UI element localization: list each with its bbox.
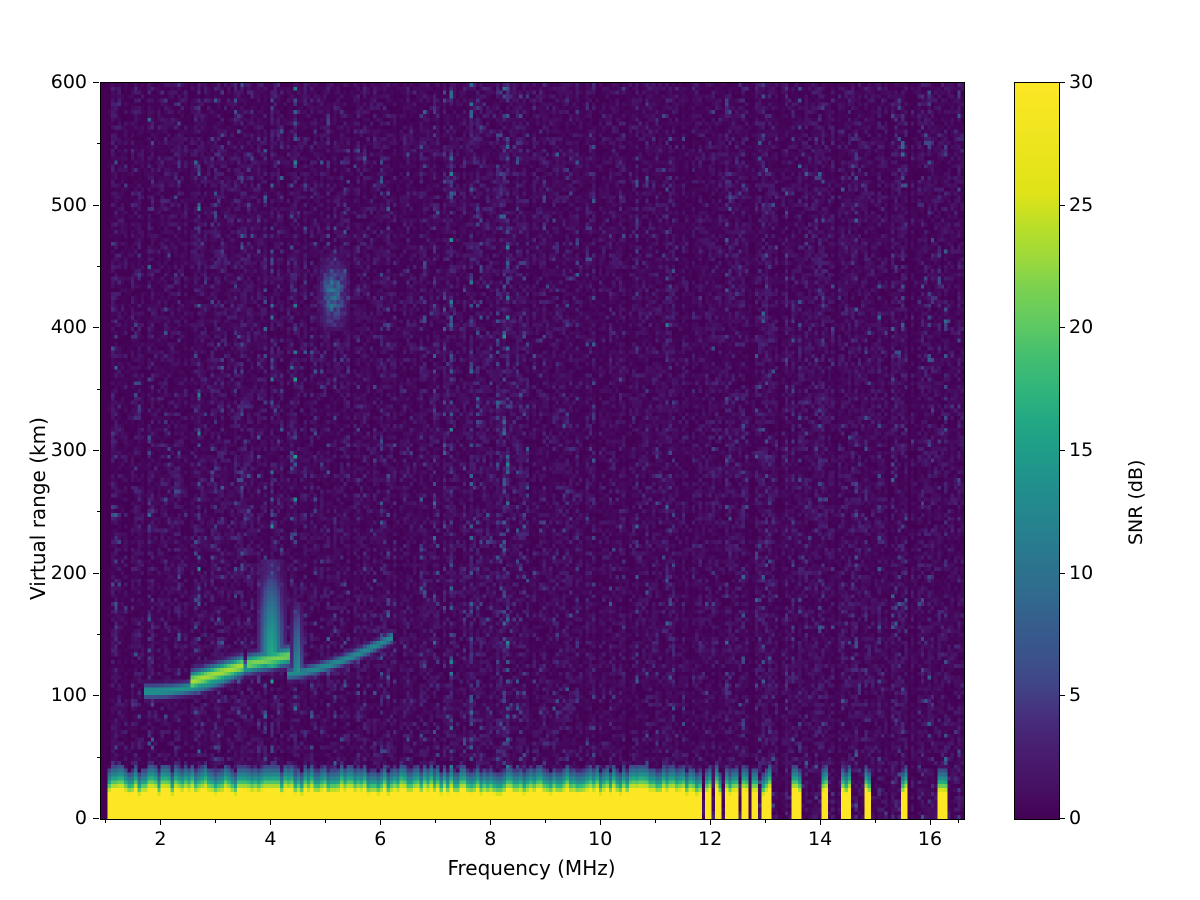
y-tick bbox=[93, 695, 99, 697]
colorbar-tick bbox=[1059, 204, 1065, 206]
x-minor-tick bbox=[765, 819, 767, 823]
y-minor-tick bbox=[96, 266, 100, 267]
colorbar bbox=[1014, 82, 1060, 820]
y-minor-tick bbox=[96, 511, 100, 513]
y-tick-label: 500 bbox=[50, 193, 87, 216]
x-tick-label: 12 bbox=[698, 828, 723, 850]
y-tick-label: 300 bbox=[50, 439, 87, 461]
y-tick-label: 200 bbox=[50, 561, 87, 584]
y-tick-label: 100 bbox=[50, 684, 87, 707]
colorbar-tick-label: 30 bbox=[1069, 71, 1094, 93]
x-minor-tick bbox=[655, 819, 657, 823]
y-tick-label: 400 bbox=[50, 316, 87, 339]
x-tick-label: 10 bbox=[588, 828, 613, 850]
y-tick-label: 600 bbox=[50, 71, 87, 93]
colorbar-tick-label: 25 bbox=[1069, 193, 1094, 216]
ionogram-canvas bbox=[101, 83, 964, 819]
colorbar-tick-label: 10 bbox=[1069, 561, 1094, 584]
colorbar-tick-label: 20 bbox=[1069, 316, 1094, 339]
x-tick-label: 6 bbox=[374, 828, 387, 850]
colorbar-label: SNR (dB) bbox=[1125, 459, 1147, 545]
colorbar-tick bbox=[1059, 327, 1065, 329]
colorbar-tick-label: 0 bbox=[1069, 807, 1082, 829]
ionogram-heatmap bbox=[101, 83, 964, 819]
x-tick bbox=[270, 819, 272, 825]
x-tick-label: 16 bbox=[917, 828, 943, 850]
x-tick bbox=[490, 819, 492, 825]
ionogram-plot-area bbox=[100, 82, 965, 820]
x-tick-label: 8 bbox=[484, 828, 497, 850]
y-tick-label: 0 bbox=[74, 807, 87, 829]
colorbar-tick bbox=[1059, 450, 1065, 451]
y-tick bbox=[93, 450, 99, 451]
y-minor-tick bbox=[96, 634, 100, 635]
y-tick bbox=[93, 204, 99, 206]
x-tick bbox=[160, 819, 162, 825]
colorbar-tick bbox=[1059, 818, 1065, 819]
x-tick-label: 4 bbox=[264, 828, 277, 850]
x-tick bbox=[930, 819, 932, 825]
x-tick-label: 14 bbox=[807, 828, 833, 850]
y-minor-tick bbox=[96, 756, 100, 758]
x-axis-label: Frequency (MHz) bbox=[447, 856, 616, 880]
x-minor-tick bbox=[215, 819, 217, 823]
y-tick bbox=[93, 818, 99, 819]
y-axis-label: Virtual range (km) bbox=[26, 417, 50, 600]
x-minor-tick bbox=[957, 819, 959, 823]
y-tick bbox=[93, 82, 99, 83]
colorbar-tick-label: 15 bbox=[1069, 439, 1094, 461]
y-minor-tick bbox=[96, 388, 100, 390]
x-tick bbox=[710, 819, 712, 825]
x-tick bbox=[600, 819, 602, 825]
x-tick bbox=[380, 819, 382, 825]
colorbar-tick bbox=[1059, 695, 1065, 697]
y-minor-tick bbox=[96, 143, 100, 145]
y-tick bbox=[93, 327, 99, 329]
y-tick bbox=[93, 572, 99, 574]
x-tick bbox=[820, 819, 822, 825]
x-minor-tick bbox=[545, 819, 547, 823]
x-minor-tick bbox=[875, 819, 877, 823]
colorbar-tick bbox=[1059, 572, 1065, 574]
x-minor-tick bbox=[325, 819, 327, 823]
x-minor-tick bbox=[105, 819, 107, 823]
x-tick-label: 2 bbox=[154, 828, 167, 850]
colorbar-tick bbox=[1059, 82, 1065, 83]
x-minor-tick bbox=[435, 819, 437, 823]
colorbar-tick-label: 5 bbox=[1069, 684, 1082, 707]
